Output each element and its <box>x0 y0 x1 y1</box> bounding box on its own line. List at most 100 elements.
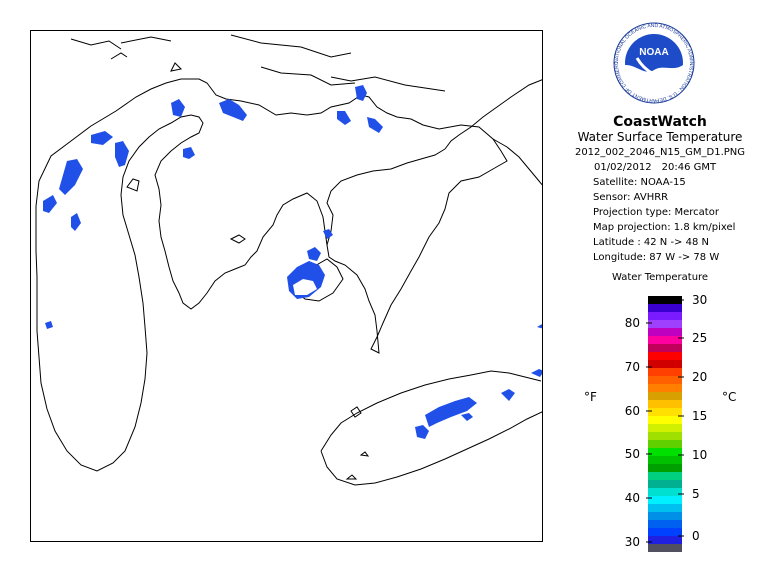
c-tick-label: 30 <box>692 293 708 307</box>
map-projection-info: Map projection: 1.8 km/pixel <box>593 222 736 233</box>
color-swatch <box>648 464 682 473</box>
erie-island-1 <box>359 451 370 457</box>
color-swatch <box>648 400 682 409</box>
water-patch-huron-n2 <box>337 111 351 125</box>
color-swatch <box>648 360 682 369</box>
island-1 <box>229 234 246 244</box>
northern-fragment-3 <box>230 34 352 58</box>
celsius-unit: °C <box>722 390 737 404</box>
water-patch-straits <box>219 99 247 121</box>
latitude-info: Latitude : 42 N -> 48 N <box>593 237 709 248</box>
water-patch-michigan-n2 <box>183 147 195 159</box>
brand-title: CoastWatch <box>613 114 707 130</box>
product-title: Water Surface Temperature <box>577 130 743 144</box>
color-swatch <box>648 376 682 385</box>
sensor-info: Sensor: AVHRR <box>593 192 669 203</box>
water-patch-erie-5 <box>461 413 473 421</box>
color-swatch <box>648 384 682 393</box>
color-swatch <box>648 296 682 305</box>
c-tick-label: 15 <box>692 409 708 423</box>
c-tick-label: 5 <box>692 487 700 501</box>
acquisition-date: 01/02/2012 <box>594 162 652 173</box>
water-patch-michigan-w1 <box>59 159 83 195</box>
logo-text: NOAA <box>639 47 668 58</box>
f-tick-label: 40 <box>624 491 640 505</box>
color-swatch <box>648 520 682 529</box>
f-tick-label: 70 <box>624 360 640 374</box>
acquisition-datetime: 01/02/2012 20:46 GMT <box>594 162 716 174</box>
c-tick-label: 20 <box>692 370 708 384</box>
longitude-info: Longitude: 87 W -> 78 W <box>593 252 720 263</box>
color-swatch <box>648 504 682 513</box>
c-tick-label: 0 <box>692 529 700 543</box>
color-swatch <box>648 488 682 497</box>
color-swatch <box>648 544 682 552</box>
color-swatch <box>648 536 682 545</box>
fahrenheit-unit: °F <box>584 390 597 404</box>
water-patch-michigan-nw <box>91 131 113 145</box>
northern-fragment-6 <box>170 62 183 72</box>
water-patch-huron-n1 <box>355 85 367 101</box>
satellite-info: Satellite: NOAA-15 <box>593 177 686 188</box>
color-swatch <box>648 424 682 433</box>
color-swatch <box>648 304 682 313</box>
f-tick-label: 30 <box>624 535 640 549</box>
northern-fragment-4 <box>260 66 356 86</box>
northern-fragment-5 <box>330 76 446 92</box>
f-tick-label: 80 <box>624 316 640 330</box>
water-patch-huron-n3 <box>367 117 383 133</box>
color-swatch <box>648 432 682 441</box>
noaa-logo: NOAA NATIONAL OCEANIC AND ATMOSPHERIC AD… <box>613 22 695 104</box>
color-swatch <box>648 344 682 353</box>
color-swatch <box>648 496 682 505</box>
acquisition-time: 20:46 GMT <box>661 162 717 173</box>
color-swatch <box>648 512 682 521</box>
water-patch-michigan-w3 <box>71 213 81 231</box>
northern-fragment-2 <box>120 36 172 44</box>
color-swatch <box>648 312 682 321</box>
map-panel[interactable] <box>30 30 543 542</box>
color-swatch <box>648 440 682 449</box>
f-tick-label: 60 <box>624 404 640 418</box>
color-swatch <box>648 456 682 465</box>
northern-fragment-7 <box>110 52 128 60</box>
lake-michigan-coastline <box>35 78 508 472</box>
color-swatch <box>648 328 682 337</box>
color-swatch <box>648 368 682 377</box>
great-lakes-map <box>35 34 542 486</box>
color-swatch <box>648 480 682 489</box>
northern-fragment-1 <box>70 38 122 50</box>
color-swatch <box>648 392 682 401</box>
water-patch-erie-4 <box>531 369 542 377</box>
water-patch-huron-w2 <box>323 229 333 239</box>
color-swatch <box>648 416 682 425</box>
cloud-gap-saginaw <box>293 279 317 295</box>
water-patch-michigan-n1 <box>171 99 185 117</box>
water-patch-michigan-w2 <box>43 195 57 213</box>
water-patch-erie-2 <box>415 425 429 439</box>
erie-island-2 <box>345 474 358 480</box>
legend-title: Water Temperature <box>612 272 709 283</box>
color-swatch <box>648 352 682 361</box>
water-patch-huron-w1 <box>307 247 321 261</box>
color-scale-bar <box>646 296 684 552</box>
color-swatch <box>648 408 682 417</box>
filename: 2012_002_2046_N15_GM_D1.PNG <box>574 147 746 158</box>
water-patch-erie-1 <box>425 397 477 427</box>
color-swatch <box>648 336 682 345</box>
lake-erie-coastline <box>320 370 542 486</box>
color-swatch <box>648 448 682 457</box>
ontario-shore <box>492 138 542 186</box>
water-patch-michigan-w4 <box>45 321 53 329</box>
f-tick-label: 50 <box>624 447 640 461</box>
island-3 <box>350 406 362 418</box>
lake-huron-coastline <box>326 148 446 246</box>
georgian-bay-coastline <box>444 79 542 150</box>
color-swatch <box>648 472 682 481</box>
water-patch-east-1 <box>537 324 542 329</box>
water-patch-erie-3 <box>501 389 515 401</box>
c-tick-label: 25 <box>692 331 708 345</box>
c-tick-label: 10 <box>692 448 708 462</box>
color-swatch <box>648 320 682 329</box>
color-swatch <box>648 528 682 537</box>
